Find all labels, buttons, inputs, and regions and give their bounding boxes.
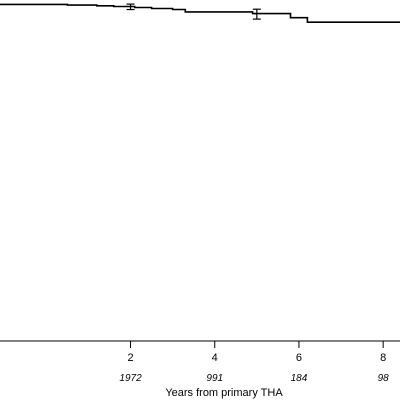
survival-curve: [0, 3, 400, 23]
survival-step-line: [0, 3, 400, 23]
x-tick-label: 2: [127, 352, 133, 364]
error-bar: [126, 3, 135, 11]
x-tick-label: 6: [296, 352, 302, 364]
x-tick-label: 8: [380, 352, 386, 364]
error-bar: [252, 8, 261, 20]
risk-table: 1972 991 184 98: [119, 373, 389, 384]
risk-count-label: 1972: [119, 373, 142, 384]
risk-count-label: 184: [291, 373, 308, 384]
x-axis-title: Years from primary THA: [165, 387, 283, 399]
risk-count-label: 98: [378, 373, 390, 384]
x-tick-label: 4: [212, 352, 218, 364]
x-axis-ticks: 2 4 6 8: [127, 341, 386, 364]
error-bars: [126, 3, 261, 20]
risk-count-label: 991: [206, 373, 223, 384]
